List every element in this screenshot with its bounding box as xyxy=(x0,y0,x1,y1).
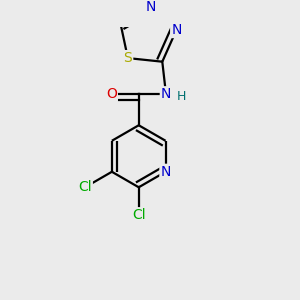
Text: H: H xyxy=(177,90,186,103)
Text: O: O xyxy=(106,87,117,101)
Text: N: N xyxy=(146,0,156,14)
Text: Cl: Cl xyxy=(132,208,146,222)
Text: S: S xyxy=(124,51,132,65)
Text: N: N xyxy=(160,165,171,179)
Text: Cl: Cl xyxy=(78,180,92,194)
Text: N: N xyxy=(171,23,182,37)
Text: N: N xyxy=(161,87,171,101)
